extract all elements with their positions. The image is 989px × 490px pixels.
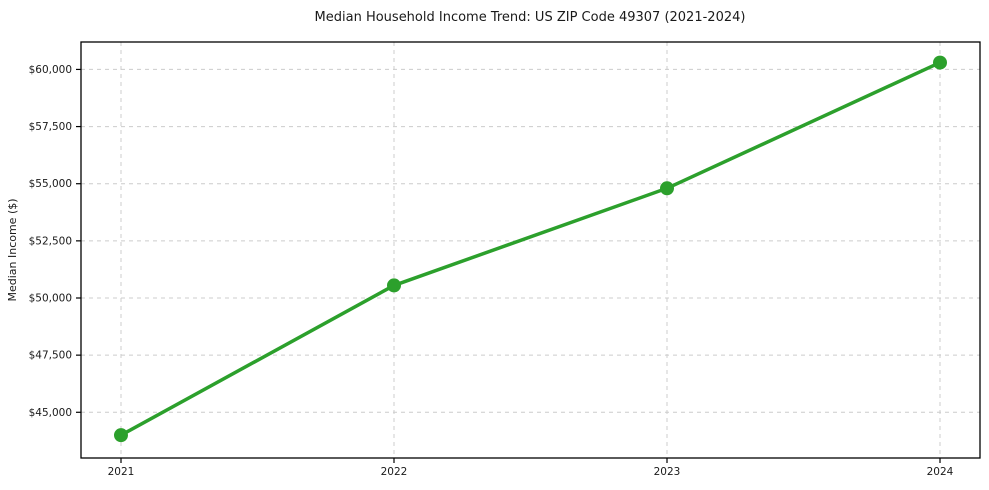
y-tick-label: $57,500 — [29, 121, 72, 133]
x-tick-label: 2022 — [381, 466, 408, 478]
trend-line — [119, 60, 942, 437]
plot-border — [80, 41, 981, 459]
y-axis-label: Median Income ($) — [6, 198, 19, 301]
data-point — [660, 181, 674, 196]
y-tick-label: $45,000 — [29, 407, 72, 419]
y-tick-label: $52,500 — [29, 235, 72, 247]
axis-ticks: $45,000 $47,500 $50,000 $52,500 $55,000 $57,5… — [29, 64, 954, 478]
y-tick-label: $60,000 — [29, 64, 72, 76]
y-tick-label: $47,500 — [29, 350, 72, 362]
chart-title: Median Household Income Trend: US ZIP Co… — [315, 10, 746, 25]
y-tick-label: $50,000 — [29, 293, 72, 305]
x-tick-label: 2023 — [654, 466, 681, 478]
data-series — [114, 55, 947, 443]
data-point — [387, 278, 401, 293]
x-tick-label: 2021 — [108, 466, 135, 478]
gridlines — [81, 42, 980, 458]
y-tick-label: $55,000 — [29, 178, 72, 190]
x-tick-label: 2024 — [927, 466, 954, 478]
data-point — [933, 55, 947, 70]
data-point — [114, 428, 128, 443]
